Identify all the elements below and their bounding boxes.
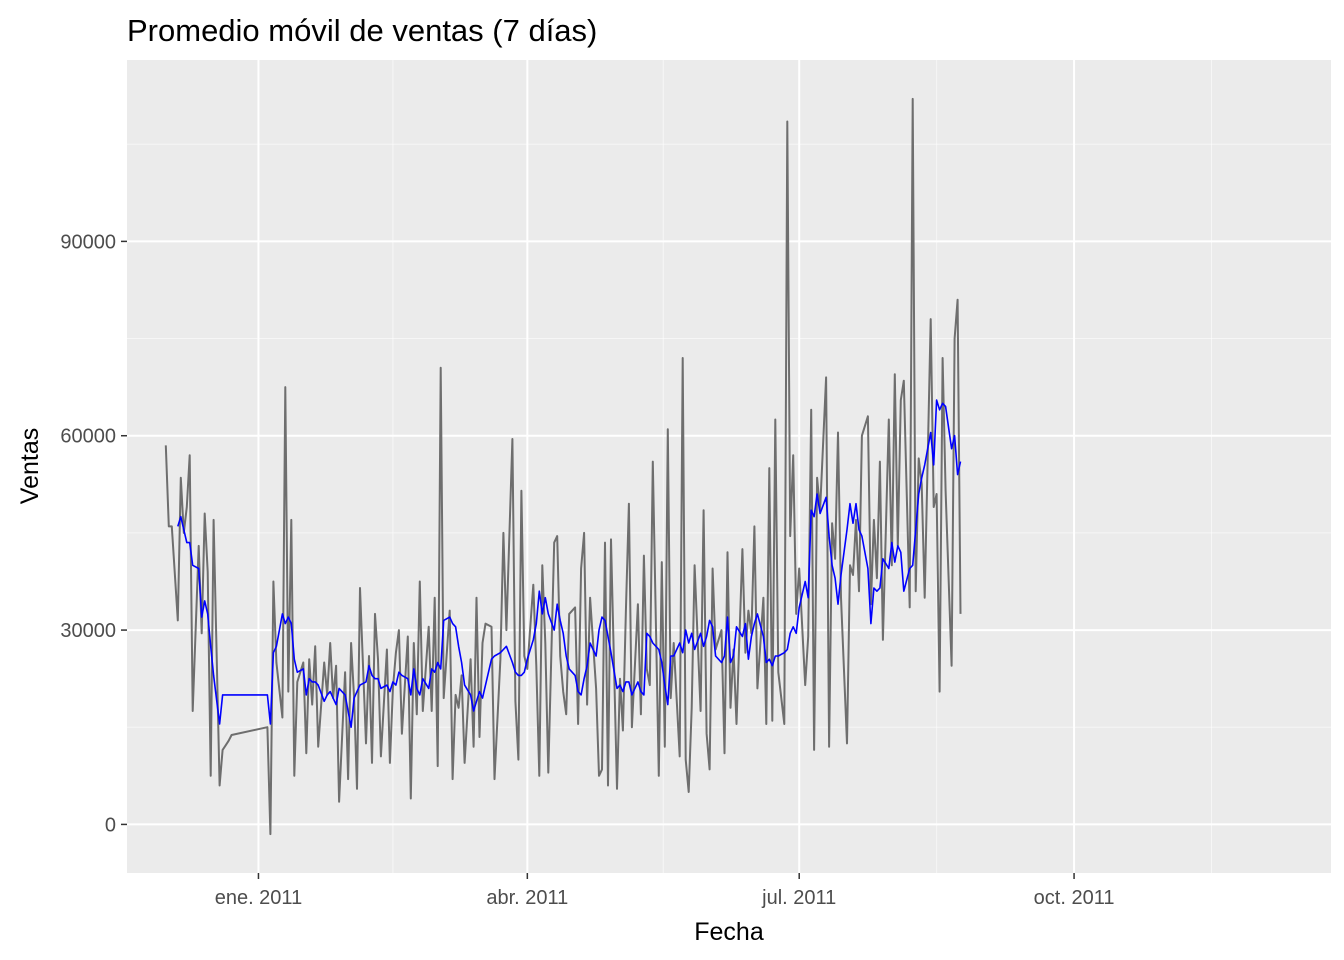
minor-gridlines <box>127 60 1331 873</box>
x-axis-title: Fecha <box>694 918 764 946</box>
y-axis: 0 30000 60000 90000 <box>60 231 127 836</box>
y-tick-label: 30000 <box>60 620 116 642</box>
y-tick-label: 60000 <box>60 426 116 448</box>
chart-title: Promedio móvil de ventas (7 días) <box>127 13 597 48</box>
x-tick-label: ene. 2011 <box>215 887 303 909</box>
series-layer <box>164 97 962 836</box>
y-tick-label: 0 <box>105 814 116 836</box>
y-axis-title: Ventas <box>16 428 44 504</box>
plot-panel <box>127 60 1331 873</box>
x-axis: ene. 2011 abr. 2011 jul. 2011 oct. 2011 <box>215 873 1115 909</box>
major-gridlines <box>127 60 1331 873</box>
moving-average-line <box>177 399 962 729</box>
y-tick-label: 90000 <box>60 231 116 253</box>
x-tick-label: jul. 2011 <box>761 887 836 909</box>
x-tick-label: abr. 2011 <box>486 887 568 909</box>
x-tick-label: oct. 2011 <box>1034 887 1115 909</box>
daily-sales-line <box>164 97 962 836</box>
